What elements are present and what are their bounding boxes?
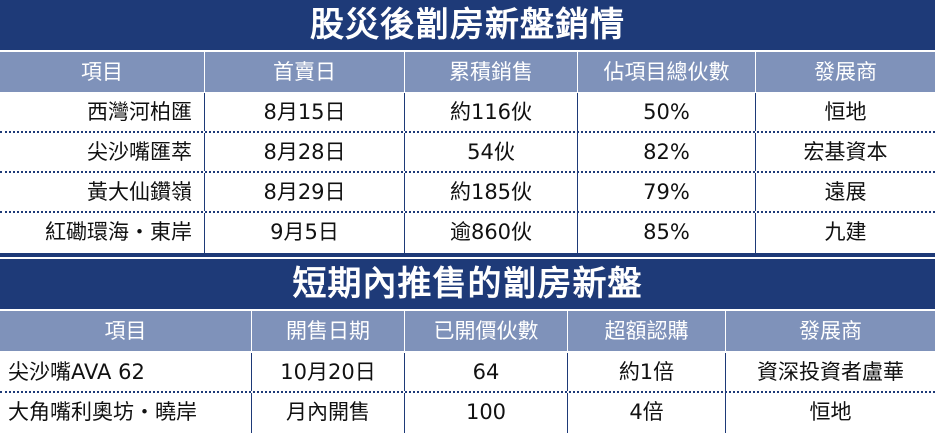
cell-project: 尖沙嘴匯萃 xyxy=(0,133,205,171)
cell-priced-units: 64 xyxy=(405,353,568,391)
cell-developer: 資深投資者盧華 xyxy=(757,360,904,384)
table-row: 西灣河柏匯 8月15日 約116伙 50% 恒地 xyxy=(0,93,935,133)
cell-percentage: 50% xyxy=(578,93,756,131)
table2-title: 短期內推售的劏房新盤 xyxy=(0,259,935,309)
cell-sale-date: 月內開售 xyxy=(252,393,405,433)
cell-cumulative-sales: 約116伙 xyxy=(405,93,578,131)
table1-header-cumulative-sales: 累積銷售 xyxy=(405,52,578,92)
cell-cumulative-sales: 54伙 xyxy=(405,133,578,171)
cell-first-sale: 8月29日 xyxy=(205,173,405,211)
cell-cumulative-sales: 約185伙 xyxy=(405,173,578,211)
table2-header: 項目 開售日期 已開價伙數 超額認購 發展商 xyxy=(0,311,935,351)
table1-header-project: 項目 xyxy=(0,52,205,92)
table-row: 尖沙嘴AVA 62 10月20日 64 約1倍 資深投資者盧華 xyxy=(0,353,935,393)
cell-percentage: 85% xyxy=(578,213,756,253)
cell-oversubscription: 4倍 xyxy=(568,393,726,433)
table2-header-project: 項目 xyxy=(0,311,252,351)
table2-header-developer: 發展商 xyxy=(799,319,862,343)
table2-header-oversubscription: 超額認購 xyxy=(568,311,726,351)
cell-developer: 九建 xyxy=(824,220,867,244)
table1-header: 項目 首賣日 累積銷售 佔項目總伙數 發展商 xyxy=(0,52,935,92)
cell-developer: 恒地 xyxy=(809,400,852,424)
cell-developer: 宏基資本 xyxy=(803,140,888,164)
cell-oversubscription: 約1倍 xyxy=(568,353,726,391)
cell-sale-date: 10月20日 xyxy=(252,353,405,391)
table2-header-priced-units: 已開價伙數 xyxy=(405,311,568,351)
cell-cumulative-sales: 逾860伙 xyxy=(405,213,578,253)
cell-priced-units: 100 xyxy=(405,393,568,433)
table-row: 大角嘴利奧坊・曉岸 月內開售 100 4倍 恒地 xyxy=(0,393,935,433)
cell-developer: 遠展 xyxy=(824,180,867,204)
cell-first-sale: 8月15日 xyxy=(205,93,405,131)
cell-first-sale: 9月5日 xyxy=(205,213,405,253)
section-divider xyxy=(0,253,935,257)
table1-body: 西灣河柏匯 8月15日 約116伙 50% 恒地 尖沙嘴匯萃 8月28日 54伙… xyxy=(0,93,935,253)
table-row: 紅磡環海・東岸 9月5日 逾860伙 85% 九建 xyxy=(0,213,935,253)
table1-header-percentage: 佔項目總伙數 xyxy=(578,52,756,92)
cell-percentage: 82% xyxy=(578,133,756,171)
cell-project: 黃大仙鑽嶺 xyxy=(0,173,205,211)
table1-header-first-sale: 首賣日 xyxy=(205,52,405,92)
cell-developer: 恒地 xyxy=(824,100,867,124)
table1-title: 股災後劏房新盤銷情 xyxy=(0,0,935,50)
table-row: 尖沙嘴匯萃 8月28日 54伙 82% 宏基資本 xyxy=(0,133,935,173)
table2-header-sale-date: 開售日期 xyxy=(252,311,405,351)
cell-project: 尖沙嘴AVA 62 xyxy=(0,353,252,391)
table2-body: 尖沙嘴AVA 62 10月20日 64 約1倍 資深投資者盧華 大角嘴利奧坊・曉… xyxy=(0,353,935,433)
table-row: 黃大仙鑽嶺 8月29日 約185伙 79% 遠展 xyxy=(0,173,935,213)
cell-percentage: 79% xyxy=(578,173,756,211)
cell-project: 紅磡環海・東岸 xyxy=(0,213,205,253)
table1-header-developer: 發展商 xyxy=(814,60,877,84)
cell-first-sale: 8月28日 xyxy=(205,133,405,171)
cell-project: 西灣河柏匯 xyxy=(0,93,205,131)
cell-project: 大角嘴利奧坊・曉岸 xyxy=(0,393,252,433)
